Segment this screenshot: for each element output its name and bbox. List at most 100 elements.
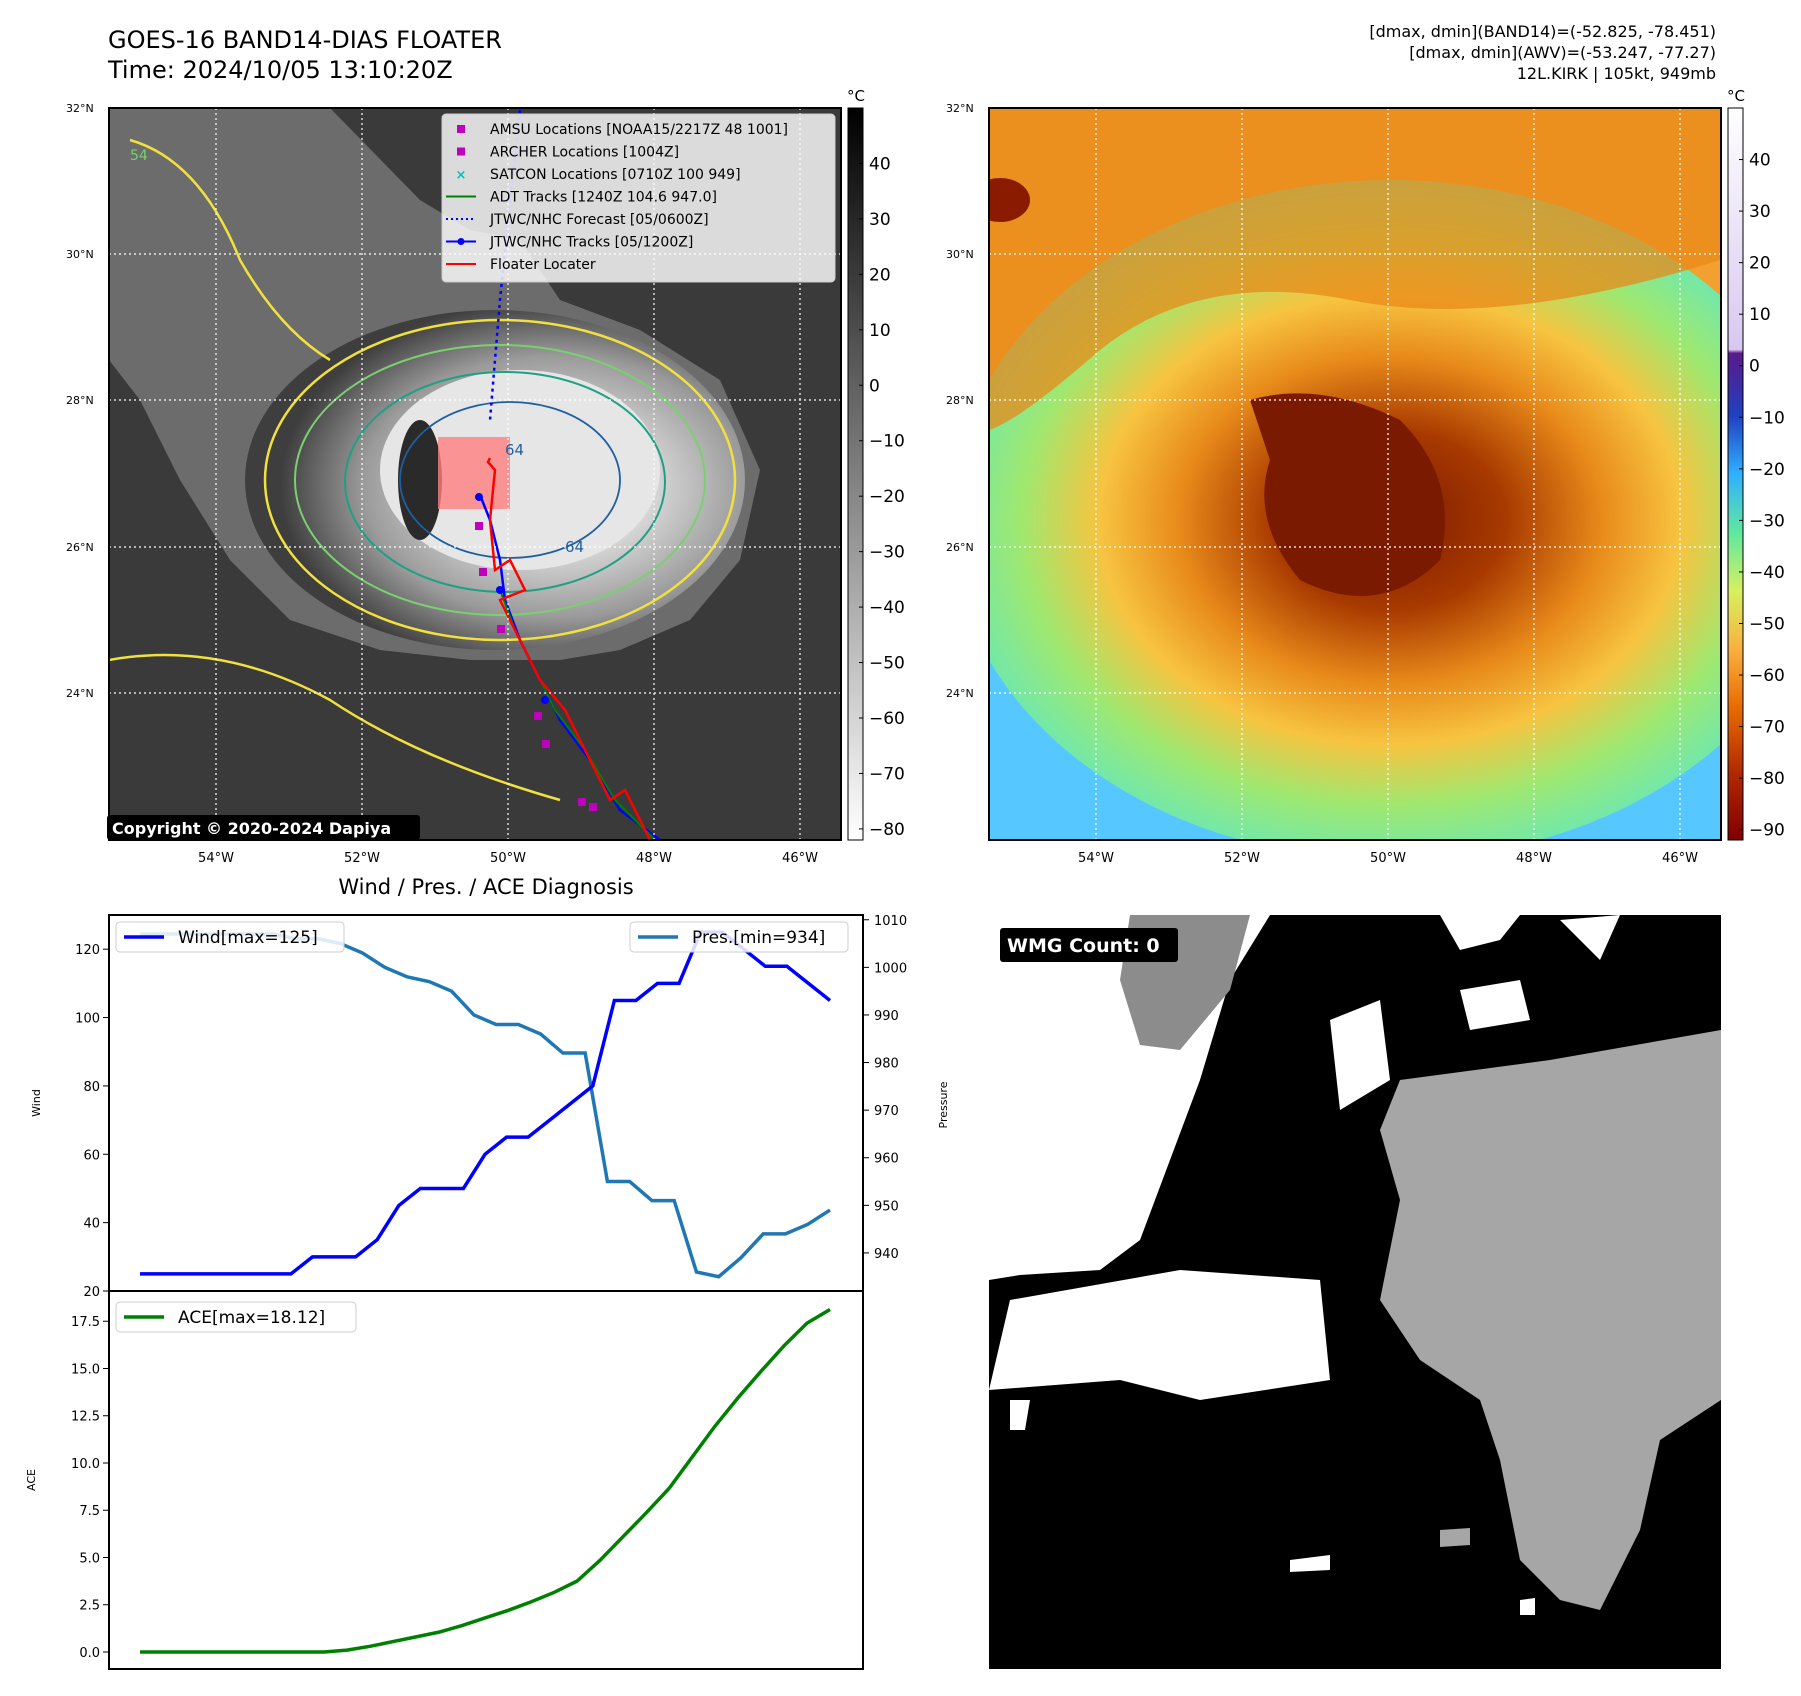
pres-tick-label-6: 950 — [874, 1199, 899, 1214]
cb-gray-tick-label-1: 30 — [869, 210, 891, 230]
ir-map-panel: 64 64 54 — [109, 108, 841, 840]
awv-lon-label-46w: 46°W — [1662, 851, 1698, 866]
wind-legend-box — [115, 921, 345, 953]
awv-gridlines — [989, 108, 1721, 840]
contour-blue — [399, 401, 621, 559]
wind-tick-label-1: 40 — [83, 1217, 100, 1232]
ace-tick-label-5: 12.5 — [71, 1410, 100, 1425]
cb-color-tick-label-13: −90 — [1749, 821, 1785, 841]
cb-gray-tick-label-4: 0 — [869, 376, 880, 396]
pressure-axis: 1010 1000 990 980 970 960 950 940 — [863, 914, 907, 1262]
copyright-text: Copyright © 2020-2024 Dapiya — [112, 819, 391, 838]
awv-lat-label-30n: 30°N — [946, 248, 974, 261]
legend-label-1: ARCHER Locations [1004Z] — [490, 145, 679, 161]
floater-track — [486, 457, 652, 840]
cb-color-tick-label-4: 0 — [1749, 357, 1760, 377]
ace-tick-label-4: 10.0 — [71, 1457, 100, 1472]
lat-label-30n: 30°N — [66, 248, 94, 261]
ace-ylabel: ACE — [25, 1469, 38, 1491]
legend-label-0: AMSU Locations [NOAA15/2217Z 48 1001] — [490, 122, 788, 138]
storm-cdo — [380, 370, 660, 570]
contour-yellow-2 — [129, 138, 331, 362]
awv-upper-band — [989, 108, 1720, 430]
awv-lat-label-24n: 24°N — [946, 687, 974, 700]
awv-lon-label-54w: 54°W — [1078, 851, 1114, 866]
awv-lat-label-32n: 32°N — [946, 102, 974, 115]
contour-label-2: 64 — [565, 538, 584, 556]
wind-tick-label-5: 120 — [75, 943, 100, 958]
contour-yellow-3 — [109, 653, 561, 802]
colorbar-gray-ticks: 40 30 20 10 0 −10 −20 −30 −40 −50 −60 −70 −80 — [859, 154, 905, 840]
legend-dot-5 — [457, 238, 465, 245]
contour-yellow — [263, 318, 737, 642]
awv-lat-label-28n: 28°N — [946, 394, 974, 407]
legend-label-5: JTWC/NHC Tracks [05/1200Z] — [489, 235, 693, 251]
pressure-legend-box — [629, 921, 849, 953]
wind-legend-label: Wind[max=125] — [178, 928, 318, 948]
cb-color-tick-label-3: 10 — [1749, 305, 1771, 325]
lat-label-24n: 24°N — [66, 687, 94, 700]
cb-color-tick-label-2: 20 — [1749, 254, 1771, 274]
info-storm: 12L.KIRK | 105kt, 949mb — [1516, 64, 1716, 83]
awv-lat-labels: 32°N 30°N 28°N 26°N 24°N — [946, 102, 974, 700]
awv-corner-blob — [989, 178, 1030, 222]
awv-lon-label-48w: 48°W — [1516, 851, 1552, 866]
legend-box — [441, 113, 836, 283]
pres-tick-label-2: 990 — [874, 1009, 899, 1024]
contour-label-1: 64 — [505, 441, 524, 459]
wind-tick-label-3: 80 — [83, 1080, 100, 1095]
wmg-panel — [989, 915, 1721, 1669]
lat-label-32n: 32°N — [66, 102, 94, 115]
cb-color-tick-label-8: −40 — [1749, 563, 1785, 583]
awv-map-panel — [989, 108, 1721, 840]
cb-color-tick-label-6: −20 — [1749, 460, 1785, 480]
wind-tick-label-0: 20 — [83, 1285, 100, 1300]
pres-tick-label-7: 940 — [874, 1247, 899, 1262]
ir-lon-labels: 54°W 52°W 50°W 48°W 46°W — [198, 851, 818, 866]
contour-label-3: 54 — [130, 148, 148, 164]
legend-label-2: SATCON Locations [0710Z 100 949] — [490, 167, 741, 183]
cb-gray-tick-label-8: −40 — [869, 598, 905, 618]
cb-gray-tick-label-11: −70 — [869, 764, 905, 784]
awv-lat-label-26n: 26°N — [946, 541, 974, 554]
info-band14: [dmax, dmin](BAND14)=(-52.825, -78.451) — [1369, 22, 1716, 41]
pres-tick-label-1: 1000 — [874, 961, 907, 976]
wmg-lightgray-areas — [1380, 1030, 1721, 1610]
legend-marker-2: × — [456, 168, 467, 183]
cb-gray-tick-label-0: 40 — [869, 154, 891, 174]
legend-label-3: ADT Tracks [1240Z 104.6 947.0] — [490, 190, 717, 206]
wmg-white-areas — [989, 915, 1620, 1615]
cb-color-tick-label-0: 40 — [1749, 151, 1771, 171]
pres-tick-label-4: 970 — [874, 1104, 899, 1119]
lon-label-50w: 50°W — [490, 851, 526, 866]
floater-box — [438, 437, 510, 509]
colorbar-gray-unit: °C — [847, 87, 865, 105]
pressure-legend-label: Pres.[min=934] — [692, 928, 825, 948]
legend-marker-0 — [457, 125, 465, 133]
pressure-ylabel: Pressure — [937, 1081, 950, 1128]
lon-label-54w: 54°W — [198, 851, 234, 866]
ace-tick-label-6: 15.0 — [71, 1362, 100, 1377]
ir-lat-labels: 32°N 30°N 28°N 26°N 24°N — [66, 102, 94, 700]
cb-color-tick-label-11: −70 — [1749, 718, 1785, 738]
archer-points — [475, 522, 597, 811]
lat-label-26n: 26°N — [66, 541, 94, 554]
awv-lon-labels: 54°W 52°W 50°W 48°W 46°W — [1078, 851, 1698, 866]
wind-tick-label-4: 100 — [75, 1012, 100, 1027]
wind-axis: 20 40 60 80 100 120 — [75, 943, 109, 1300]
cb-gray-tick-label-6: −20 — [869, 487, 905, 507]
ace-tick-label-7: 17.5 — [71, 1315, 100, 1330]
awv-lon-label-52w: 52°W — [1224, 851, 1260, 866]
ace-tick-label-3: 7.5 — [79, 1504, 100, 1519]
colorbar-color-ticks: 40 30 20 10 0 −10 −20 −30 −40 −50 −60 −70 −80 −90 — [1739, 151, 1785, 841]
cb-gray-tick-label-2: 20 — [869, 265, 891, 285]
figure-title: GOES-16 BAND14-DIAS FLOATER — [108, 26, 502, 54]
track-dots — [475, 493, 549, 704]
cb-gray-tick-label-10: −60 — [869, 709, 905, 729]
colorbar-gray — [847, 107, 864, 841]
cb-color-tick-label-10: −60 — [1749, 666, 1785, 686]
cb-color-tick-label-12: −80 — [1749, 769, 1785, 789]
ace-axis: 0.0 2.5 5.0 7.5 10.0 12.5 15.0 17.5 — [71, 1315, 109, 1661]
colorbar-color — [1727, 107, 1744, 841]
wmg-label: WMG Count: 0 — [1007, 935, 1160, 957]
